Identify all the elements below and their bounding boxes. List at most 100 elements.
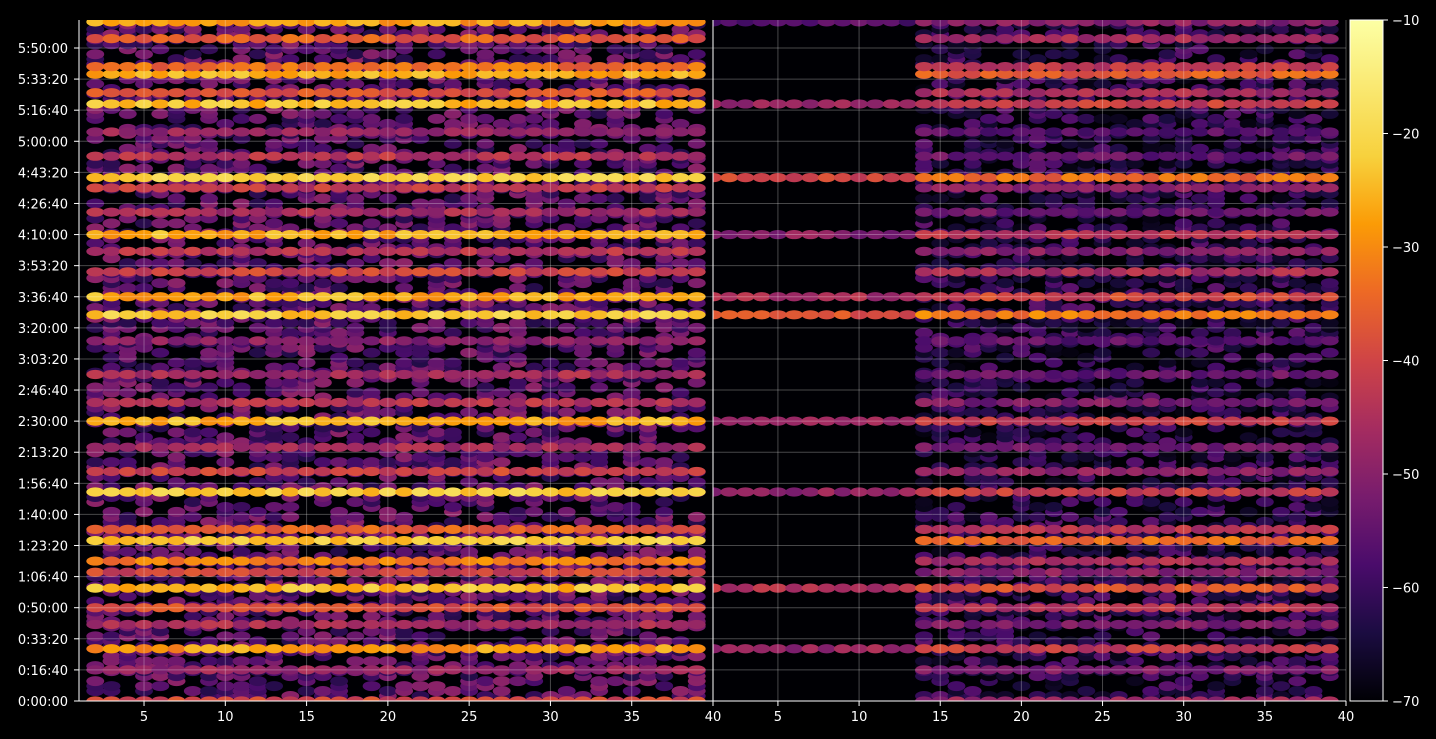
heatmap-cell [265,151,284,161]
heatmap-cell [313,34,332,44]
heatmap-cell [378,246,397,256]
heatmap-cell [541,452,560,463]
heatmap-cell [574,108,592,119]
heatmap-cell [525,583,544,593]
heatmap-cell [346,567,365,577]
heatmap-cell [216,397,235,408]
heatmap-cell [687,127,706,137]
heatmap-cell [1320,253,1339,264]
heatmap-cell [525,69,544,79]
heatmap-cell [118,127,137,137]
heatmap-cell [167,466,186,477]
heatmap-cell [330,567,349,577]
heatmap-cell [1174,676,1193,687]
heatmap-cell [508,416,527,426]
heatmap-cell [639,310,657,320]
heatmap-cell [378,183,397,193]
heatmap-cell [525,246,544,256]
heatmap-cell [476,292,495,302]
heatmap-cell [606,54,625,65]
heatmap-cell [362,556,381,566]
heatmap-cell [378,524,397,534]
heatmap-cell [1288,656,1307,667]
heatmap-cell [102,34,121,44]
heatmap-cell [297,397,316,408]
heatmap-cell [216,310,235,320]
heatmap-cell [655,88,674,98]
heatmap-cell [102,352,121,363]
heatmap-cell [1174,477,1193,488]
heatmap-cell [671,88,690,98]
heatmap-cell [1126,362,1144,373]
heatmap-cell [1223,407,1242,418]
heatmap-cell [639,583,657,593]
heatmap-cell [167,258,186,269]
heatmap-cell [590,369,609,380]
heatmap-cell [508,583,527,593]
heatmap-cell [590,696,609,701]
heatmap-cell [443,427,462,438]
heatmap-cell [411,387,430,398]
heatmap-cell [476,466,495,477]
heatmap-cell [492,322,511,333]
heatmap-cell [671,686,690,697]
heatmap-cell [671,644,690,654]
heatmap-cell [313,183,332,193]
heatmap-cell [590,397,609,408]
heatmap-cell [297,583,316,593]
heatmap-cell [216,317,235,328]
heatmap-cell [443,696,462,701]
heatmap-cell [362,253,381,264]
heatmap-cell [248,556,267,566]
heatmap-cell [86,665,105,675]
heatmap-cell [330,487,349,497]
heatmap-cell [118,369,137,380]
heatmap-cell [86,198,105,209]
heatmap-cell [427,267,446,277]
heatmap-cell [655,310,674,320]
heatmap-cell [1126,238,1144,249]
heatmap-cell [622,207,641,217]
heatmap-cell [541,88,560,98]
heatmap-cell [1044,193,1063,204]
heatmap-cell [330,99,349,109]
heatmap-cell [671,466,690,477]
heatmap-cell [232,127,251,137]
heatmap-cell [248,49,267,60]
heatmap-cell [167,603,186,613]
heatmap-cell [330,442,349,452]
heatmap-cell [118,644,137,654]
heatmap-cell [508,651,527,662]
heatmap-cell [1272,218,1291,229]
heatmap-cell [232,656,251,667]
heatmap-cell [687,611,706,622]
heatmap-cell [151,317,170,328]
heatmap-cell [979,432,998,443]
heatmap-cell [1093,387,1112,398]
heatmap-cell [492,369,511,380]
heatmap-cell [655,207,674,217]
heatmap-cell [606,88,625,98]
heatmap-cell [525,310,544,320]
heatmap-cell [443,603,462,613]
heatmap-cell [86,567,105,577]
heatmap-cell [395,229,414,240]
heatmap-cell [687,292,706,302]
heatmap-cell [1255,636,1274,647]
heatmap-cell [443,79,462,90]
heatmap-cell [931,546,950,557]
heatmap-cell [330,603,349,613]
heatmap-cell [297,477,316,488]
heatmap-cell [313,278,332,289]
heatmap-cell [590,466,609,477]
heatmap-cell [232,69,251,79]
heatmap-cell [167,567,186,577]
heatmap-cell [135,644,153,654]
heatmap-cell [411,267,430,277]
heatmap-cell [135,133,153,144]
heatmap-cell [216,524,235,534]
heatmap-cell [118,427,137,438]
heatmap-cell [216,556,235,566]
heatmap-cell [460,69,479,79]
heatmap-cell [135,442,153,452]
